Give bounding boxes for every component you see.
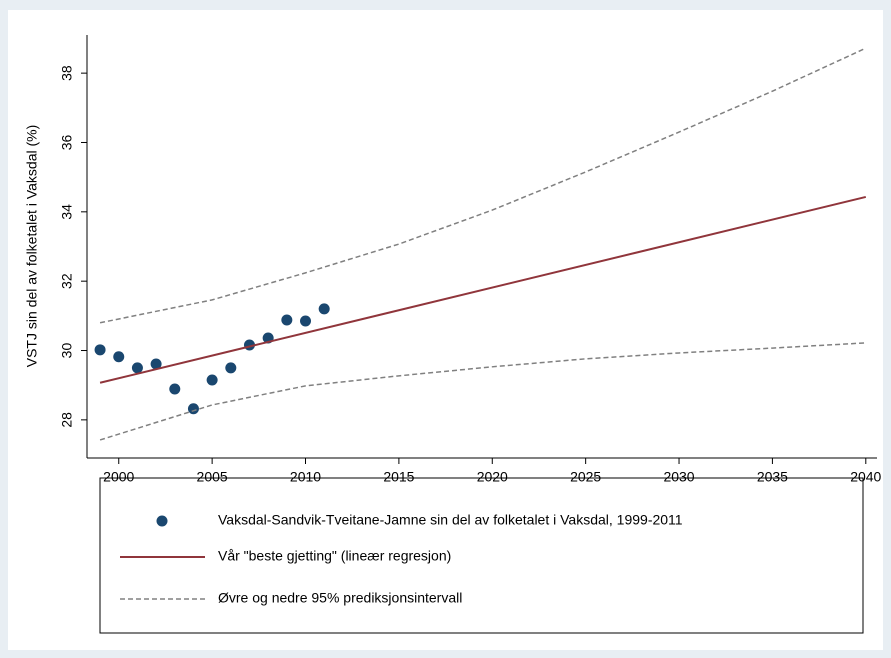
data-point [150,358,162,370]
y-tick-label: 32 [59,273,75,289]
data-point [318,303,330,315]
y-tick-label: 38 [59,65,75,81]
y-axis-title: VSTJ sin del av folketalet i Vaksdal (%) [24,125,40,368]
data-point [169,383,181,395]
interval-line [99,47,867,324]
x-tick-label: 2015 [383,469,414,485]
x-tick-label: 2005 [197,469,228,485]
legend-label: Vaksdal-Sandvik-Tveitane-Jamne sin del a… [218,512,683,528]
regression-line [99,195,867,384]
data-point [281,314,293,326]
data-point [113,351,125,363]
x-tick-label: 2030 [663,469,694,485]
x-tick-label: 2010 [290,469,321,485]
x-tick-label: 2035 [757,469,788,485]
data-point [131,362,143,374]
y-tick-label: 36 [59,134,75,150]
interval-line [99,342,866,441]
y-tick-label: 34 [59,204,75,220]
data-point [94,344,106,356]
data-point [187,403,199,415]
legend [99,477,864,634]
legend-marker [156,515,168,527]
x-tick-label: 2025 [570,469,601,485]
legend-label: Øvre og nedre 95% prediksjonsintervall [218,590,462,606]
data-point [206,374,218,386]
y-tick-label: 30 [59,343,75,359]
x-tick-label: 2000 [103,469,134,485]
data-point [225,362,237,374]
x-tick-label: 2020 [477,469,508,485]
legend-label: Vår "beste gjetting" (lineær regresjon) [218,548,451,564]
data-point [300,315,312,327]
y-tick-label: 28 [59,412,75,428]
x-tick-label: 2040 [850,469,881,485]
